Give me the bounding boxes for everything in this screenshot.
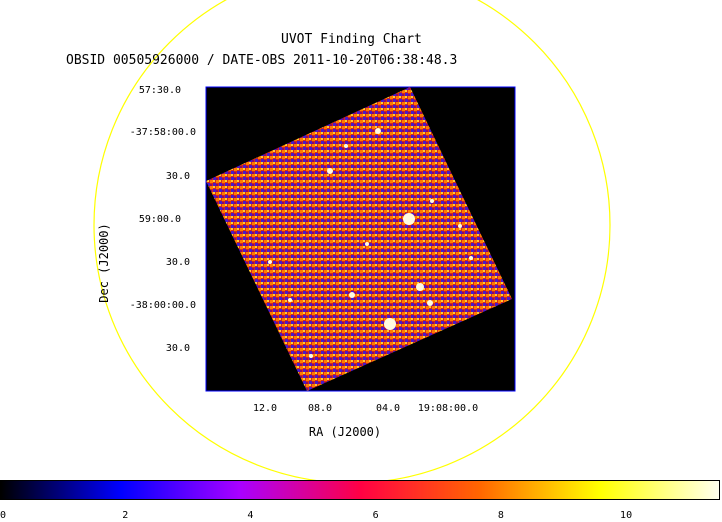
field-circle <box>93 0 611 480</box>
star-mark <box>268 260 272 264</box>
x-tick-label: 08.0 <box>307 403 333 414</box>
star-mark <box>430 199 434 203</box>
x-tick-label: 12.0 <box>252 403 278 414</box>
star-mark <box>327 168 333 174</box>
exposure-region <box>206 87 512 391</box>
star-mark <box>349 292 355 298</box>
star-mark <box>427 300 433 306</box>
x-axis-label: RA (J2000) <box>308 425 382 439</box>
x-tick-label: 19:08:00.0 <box>417 403 479 414</box>
image-frame <box>205 86 516 392</box>
colorbar <box>0 480 720 500</box>
star-mark <box>458 224 462 228</box>
y-tick-label: 30.0 <box>165 171 190 182</box>
star-mark <box>288 298 292 302</box>
chart-title: UVOT Finding Chart <box>281 32 422 47</box>
star-mark <box>469 256 473 260</box>
stars <box>268 128 473 358</box>
y-tick-label: 57:30.0 <box>138 85 181 96</box>
y-tick-label: -37:58:00.0 <box>129 127 196 138</box>
star-mark <box>344 144 348 148</box>
x-tick-label: 04.0 <box>375 403 401 414</box>
star-mark <box>309 354 313 358</box>
y-tick-label: 30.0 <box>165 343 190 354</box>
y-tick-label: -38:00:00.0 <box>129 300 196 311</box>
colorbar-tick-label: 8 <box>497 510 504 521</box>
colorbar-tick-label: 0 <box>0 510 7 521</box>
y-tick-label: 30.0 <box>165 257 190 268</box>
star-mark <box>384 318 396 330</box>
star-mark <box>375 128 381 134</box>
star-mark <box>365 242 369 246</box>
chart-subtitle: OBSID 00505926000 / DATE-OBS 2011-10-20T… <box>66 53 458 68</box>
colorbar-tick-label: 4 <box>247 510 254 521</box>
y-axis-label: Dec (J2000) <box>97 223 111 303</box>
colorbar-tick-label: 6 <box>372 510 379 521</box>
colorbar-tick-label: 10 <box>620 510 633 521</box>
finding-chart <box>93 0 611 480</box>
colorbar-tick-label: 2 <box>122 510 129 521</box>
star-mark <box>403 213 415 225</box>
star-mark <box>416 283 424 291</box>
y-tick-label: 59:00.0 <box>138 214 181 225</box>
